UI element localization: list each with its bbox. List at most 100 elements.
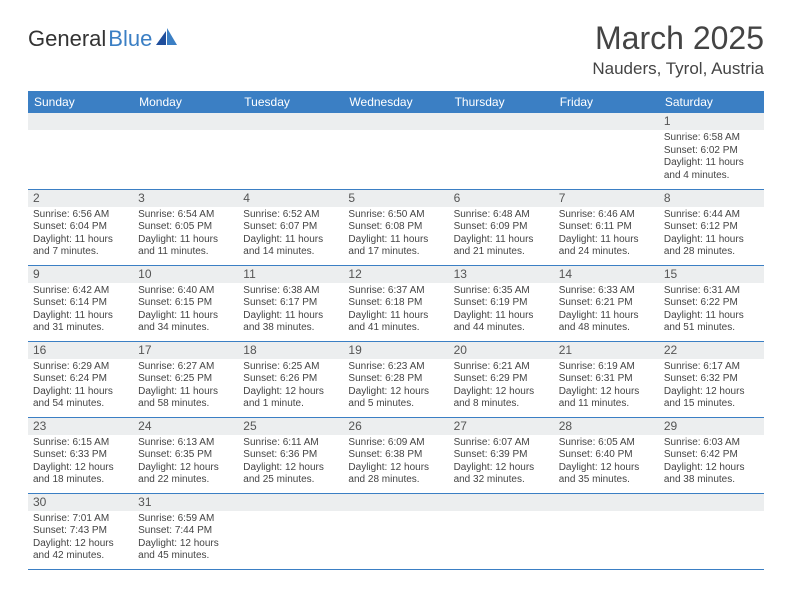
daylight-text: and 48 minutes. — [559, 322, 654, 335]
daylight-text: Daylight: 12 hours — [454, 462, 549, 475]
day-cell: 3Sunrise: 6:54 AMSunset: 6:05 PMDaylight… — [133, 189, 238, 265]
day-number: 12 — [343, 266, 448, 283]
day-cell: 12Sunrise: 6:37 AMSunset: 6:18 PMDayligh… — [343, 265, 448, 341]
day-number: 30 — [28, 494, 133, 511]
day-number: 7 — [554, 190, 659, 207]
col-monday: Monday — [133, 91, 238, 113]
calendar-table: Sunday Monday Tuesday Wednesday Thursday… — [28, 91, 764, 570]
day-cell: 25Sunrise: 6:11 AMSunset: 6:36 PMDayligh… — [238, 417, 343, 493]
daylight-text: and 5 minutes. — [348, 398, 443, 411]
week-row: 1Sunrise: 6:58 AMSunset: 6:02 PMDaylight… — [28, 113, 764, 189]
daylight-text: and 54 minutes. — [33, 398, 128, 411]
week-row: 16Sunrise: 6:29 AMSunset: 6:24 PMDayligh… — [28, 341, 764, 417]
day-number: 5 — [343, 190, 448, 207]
day-cell — [238, 113, 343, 189]
day-cell: 29Sunrise: 6:03 AMSunset: 6:42 PMDayligh… — [659, 417, 764, 493]
sunrise-text: Sunrise: 6:38 AM — [243, 285, 338, 298]
day-number-bar — [449, 113, 554, 130]
sunrise-text: Sunrise: 6:17 AM — [664, 361, 759, 374]
location: Nauders, Tyrol, Austria — [592, 59, 764, 79]
daylight-text: Daylight: 11 hours — [33, 310, 128, 323]
day-number: 2 — [28, 190, 133, 207]
daylight-text: and 28 minutes. — [348, 474, 443, 487]
day-cell: 22Sunrise: 6:17 AMSunset: 6:32 PMDayligh… — [659, 341, 764, 417]
sunrise-text: Sunrise: 6:48 AM — [454, 209, 549, 222]
day-number-bar — [343, 113, 448, 130]
sunrise-text: Sunrise: 6:13 AM — [138, 437, 233, 450]
day-number: 17 — [133, 342, 238, 359]
sunset-text: Sunset: 6:05 PM — [138, 221, 233, 234]
day-number: 21 — [554, 342, 659, 359]
week-row: 2Sunrise: 6:56 AMSunset: 6:04 PMDaylight… — [28, 189, 764, 265]
sunrise-text: Sunrise: 6:23 AM — [348, 361, 443, 374]
sunset-text: Sunset: 6:29 PM — [454, 373, 549, 386]
sunset-text: Sunset: 7:43 PM — [33, 525, 128, 538]
daylight-text: Daylight: 12 hours — [33, 538, 128, 551]
day-cell — [343, 113, 448, 189]
daylight-text: and 14 minutes. — [243, 246, 338, 259]
day-number: 23 — [28, 418, 133, 435]
day-cell — [238, 493, 343, 569]
sunrise-text: Sunrise: 6:35 AM — [454, 285, 549, 298]
sunrise-text: Sunrise: 6:42 AM — [33, 285, 128, 298]
day-cell: 31Sunrise: 6:59 AMSunset: 7:44 PMDayligh… — [133, 493, 238, 569]
daylight-text: Daylight: 12 hours — [348, 386, 443, 399]
daylight-text: and 7 minutes. — [33, 246, 128, 259]
day-cell: 1Sunrise: 6:58 AMSunset: 6:02 PMDaylight… — [659, 113, 764, 189]
sunrise-text: Sunrise: 6:54 AM — [138, 209, 233, 222]
sunset-text: Sunset: 6:18 PM — [348, 297, 443, 310]
daylight-text: Daylight: 12 hours — [243, 386, 338, 399]
day-number-bar — [554, 494, 659, 511]
sunset-text: Sunset: 6:17 PM — [243, 297, 338, 310]
sunset-text: Sunset: 6:32 PM — [664, 373, 759, 386]
daylight-text: Daylight: 11 hours — [33, 386, 128, 399]
daylight-text: and 21 minutes. — [454, 246, 549, 259]
daylight-text: and 38 minutes. — [243, 322, 338, 335]
sunrise-text: Sunrise: 6:44 AM — [664, 209, 759, 222]
daylight-text: and 42 minutes. — [33, 550, 128, 563]
col-wednesday: Wednesday — [343, 91, 448, 113]
day-cell: 19Sunrise: 6:23 AMSunset: 6:28 PMDayligh… — [343, 341, 448, 417]
daylight-text: and 58 minutes. — [138, 398, 233, 411]
daylight-text: and 38 minutes. — [664, 474, 759, 487]
day-cell — [343, 493, 448, 569]
daylight-text: and 44 minutes. — [454, 322, 549, 335]
sunset-text: Sunset: 6:39 PM — [454, 449, 549, 462]
day-number: 26 — [343, 418, 448, 435]
daylight-text: Daylight: 11 hours — [559, 234, 654, 247]
daylight-text: Daylight: 11 hours — [243, 310, 338, 323]
day-number-bar — [449, 494, 554, 511]
day-number: 11 — [238, 266, 343, 283]
day-cell — [449, 113, 554, 189]
day-cell: 20Sunrise: 6:21 AMSunset: 6:29 PMDayligh… — [449, 341, 554, 417]
daylight-text: Daylight: 12 hours — [454, 386, 549, 399]
day-number-bar — [343, 494, 448, 511]
day-number: 27 — [449, 418, 554, 435]
daylight-text: and 25 minutes. — [243, 474, 338, 487]
day-number: 18 — [238, 342, 343, 359]
day-number: 1 — [659, 113, 764, 130]
daylight-text: Daylight: 11 hours — [454, 310, 549, 323]
sunrise-text: Sunrise: 6:37 AM — [348, 285, 443, 298]
daylight-text: and 32 minutes. — [454, 474, 549, 487]
day-number: 15 — [659, 266, 764, 283]
sunset-text: Sunset: 6:15 PM — [138, 297, 233, 310]
day-number: 19 — [343, 342, 448, 359]
day-number: 16 — [28, 342, 133, 359]
sunrise-text: Sunrise: 6:56 AM — [33, 209, 128, 222]
sunset-text: Sunset: 6:26 PM — [243, 373, 338, 386]
week-row: 30Sunrise: 7:01 AMSunset: 7:43 PMDayligh… — [28, 493, 764, 569]
day-cell: 14Sunrise: 6:33 AMSunset: 6:21 PMDayligh… — [554, 265, 659, 341]
day-number: 31 — [133, 494, 238, 511]
day-number: 3 — [133, 190, 238, 207]
daylight-text: and 1 minute. — [243, 398, 338, 411]
day-cell — [28, 113, 133, 189]
day-cell: 21Sunrise: 6:19 AMSunset: 6:31 PMDayligh… — [554, 341, 659, 417]
day-cell — [659, 493, 764, 569]
daylight-text: Daylight: 11 hours — [243, 234, 338, 247]
day-number-bar — [238, 113, 343, 130]
daylight-text: and 15 minutes. — [664, 398, 759, 411]
day-cell: 17Sunrise: 6:27 AMSunset: 6:25 PMDayligh… — [133, 341, 238, 417]
day-number: 22 — [659, 342, 764, 359]
day-number-bar — [554, 113, 659, 130]
